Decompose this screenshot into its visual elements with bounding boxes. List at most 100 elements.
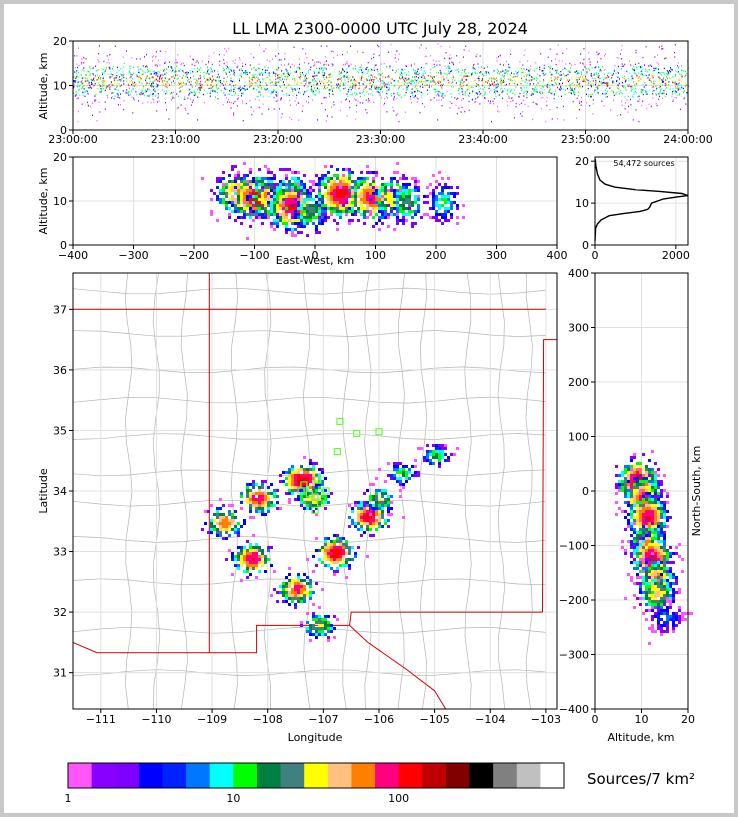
time-height-source [256,76,257,78]
time-height-source [491,83,493,86]
time-height-source [571,92,572,95]
time-height-source [511,80,513,82]
time-height-source [83,70,85,72]
time-height-source [526,74,528,76]
time-height-source [519,103,521,106]
time-height-source [283,81,284,83]
east-west-cell [321,213,324,216]
east-west-cell [237,216,240,219]
time-height-source [181,62,183,65]
time-height-source [311,80,313,82]
east-west-cell [237,207,240,210]
time-height-source [240,88,242,91]
time-height-source [281,70,283,72]
time-height-source [197,62,199,64]
east-west-cell [282,213,285,216]
east-west-cell [336,228,339,231]
time-height-source [250,82,252,84]
time-height-source [74,95,76,97]
time-height-source [658,76,660,78]
time-height-source [677,94,679,97]
time-height-source [615,72,617,74]
time-height-source [422,86,424,88]
time-height-source [169,78,171,80]
east-west-cell [348,168,351,171]
time-height-source [275,75,276,77]
time-height-source [636,83,638,85]
east-west-cell [228,198,231,201]
time-height-source [416,85,418,88]
time-height-source [103,60,105,63]
east-west-cell [291,222,294,225]
east-west-cell [303,222,306,225]
time-tick-label: 23:30:00 [356,133,405,146]
time-height-source [346,93,348,95]
east-west-cell [273,204,276,207]
time-height-source [281,90,283,92]
time-height-source [358,82,360,84]
time-height-source [504,72,506,74]
time-height-source [364,95,366,97]
east-west-cell [348,201,351,204]
time-height-source [414,79,416,81]
east-west-cell [348,177,351,180]
time-height-source [663,67,665,70]
time-height-source [294,81,296,84]
time-height-source [492,100,494,102]
time-height-source [441,87,443,89]
time-height-source [134,81,136,84]
east-west-cell [279,186,282,189]
time-height-source [575,77,576,79]
time-height-source [499,54,501,57]
time-height-source [386,92,388,95]
time-height-source [198,82,200,85]
east-west-cell [339,210,342,213]
east-west-cell [285,228,288,231]
time-height-source [256,79,258,82]
east-west-cell [324,207,327,210]
time-height-source [358,69,360,71]
time-height-source [88,71,90,73]
time-height-source [154,95,156,97]
time-height-source [468,109,470,111]
east-west-cell [348,171,351,174]
time-height-source [148,95,150,97]
time-height-source [314,83,315,85]
time-height-source [565,63,567,65]
time-height-source [98,77,99,79]
east-west-cell [273,207,276,210]
time-height-source [610,86,612,89]
east-west-cell [273,201,276,204]
time-height-source [242,76,244,79]
time-height-source [159,81,161,83]
time-height-source [287,72,289,74]
east-west-cell [261,195,264,198]
time-height-source [323,64,325,66]
time-height-source [377,91,379,93]
time-height-source [73,92,75,94]
time-height-source [583,64,585,66]
east-west-cell [276,198,279,201]
time-height-source [103,85,105,87]
time-height-source [652,93,654,95]
time-height-source [393,99,395,101]
time-height-source [112,92,114,94]
time-height-source [108,84,110,86]
time-height-source [406,89,408,91]
east-west-cell [300,195,303,198]
time-height-source [133,66,135,69]
time-height-source [223,80,225,83]
time-height-source [158,95,160,97]
time-height-source [471,74,473,76]
time-height-source [212,90,214,92]
east-west-cell [285,198,288,201]
time-height-source [128,91,130,93]
east-west-cell [327,195,330,198]
time-height-source [681,86,683,88]
time-height-source [116,79,118,81]
time-height-source [658,71,659,74]
east-west-cell [366,198,369,201]
time-height-source [151,83,152,85]
time-height-source [570,89,572,91]
time-height-source [488,71,489,74]
